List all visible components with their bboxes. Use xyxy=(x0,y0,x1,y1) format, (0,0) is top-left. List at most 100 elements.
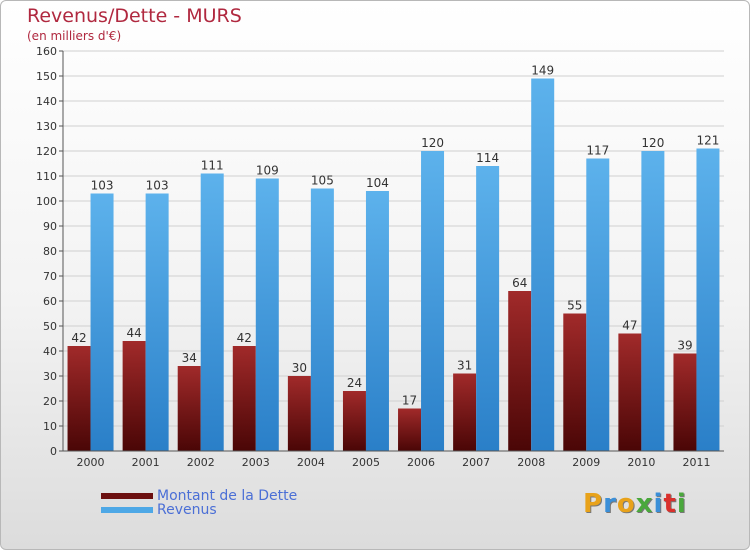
y-tick-label: 120 xyxy=(36,145,57,158)
data-label: 111 xyxy=(201,159,224,173)
data-label: 104 xyxy=(366,176,389,190)
bar-revenus xyxy=(476,166,500,451)
legend-item-dette: Montant de la Dette xyxy=(101,488,298,504)
logo-letter: i xyxy=(653,489,664,519)
bar-dette xyxy=(67,346,91,451)
data-label: 47 xyxy=(622,319,637,333)
y-tick-label: 100 xyxy=(36,195,57,208)
bar-revenus xyxy=(421,151,445,451)
y-tick-label: 150 xyxy=(36,70,57,83)
y-tick-label: 60 xyxy=(43,295,57,308)
bar-dette xyxy=(177,366,201,451)
bar-revenus xyxy=(586,158,610,451)
x-tick-label: 2009 xyxy=(572,456,600,469)
x-tick-label: 2011 xyxy=(682,456,710,469)
logo-letter: P xyxy=(583,489,604,519)
legend-label-dette: Montant de la Dette xyxy=(157,488,298,504)
chart-title: Revenus/Dette - MURS xyxy=(27,5,242,27)
bar-dette xyxy=(122,341,146,451)
data-label: 149 xyxy=(531,64,554,78)
y-tick-label: 140 xyxy=(36,95,57,108)
x-tick-label: 2005 xyxy=(352,456,380,469)
bars xyxy=(67,78,720,451)
x-tick-label: 2003 xyxy=(242,456,270,469)
data-label: 120 xyxy=(641,136,664,150)
logo-letter: t xyxy=(663,489,677,519)
bar-dette xyxy=(618,333,642,451)
y-tick-label: 70 xyxy=(43,270,57,283)
data-label: 64 xyxy=(512,276,527,290)
bar-dette xyxy=(453,373,477,451)
data-label: 30 xyxy=(292,361,307,375)
x-tick-label: 2004 xyxy=(297,456,325,469)
x-tick-label: 2006 xyxy=(407,456,435,469)
data-label: 121 xyxy=(697,134,720,148)
data-label: 42 xyxy=(237,331,252,345)
data-label: 103 xyxy=(146,179,169,193)
y-tick-label: 10 xyxy=(43,420,57,433)
bar-revenus xyxy=(696,148,720,451)
x-tick-label: 2008 xyxy=(517,456,545,469)
bar-dette xyxy=(342,391,366,451)
y-tick-label: 50 xyxy=(43,320,57,333)
y-tick-label: 90 xyxy=(43,220,57,233)
bar-revenus xyxy=(90,193,114,451)
bar-dette xyxy=(673,353,697,451)
bar-revenus xyxy=(255,178,279,451)
bar-revenus xyxy=(641,151,665,451)
y-tick-label: 110 xyxy=(36,170,57,183)
x-tick-label: 2010 xyxy=(627,456,655,469)
x-tick-label: 2001 xyxy=(132,456,160,469)
x-tick-label: 2002 xyxy=(187,456,215,469)
bar-revenus xyxy=(145,193,169,451)
data-label: 31 xyxy=(457,359,472,373)
data-label: 24 xyxy=(347,376,362,390)
data-label: 103 xyxy=(91,179,114,193)
bar-revenus xyxy=(365,191,389,451)
bar-dette xyxy=(398,408,422,451)
x-tick-label: 2000 xyxy=(77,456,105,469)
data-label: 120 xyxy=(421,136,444,150)
legend-swatch-dette xyxy=(101,493,153,499)
bar-dette xyxy=(287,376,311,451)
y-tick-label: 40 xyxy=(43,345,57,358)
bar-revenus xyxy=(531,78,555,451)
data-label: 117 xyxy=(586,144,609,158)
logo-letter: x xyxy=(635,489,654,519)
data-labels: 42 103 44 103 34 111 42 109 30 105 24 104 17 120 31 114… xyxy=(71,64,719,408)
bar-dette xyxy=(232,346,256,451)
legend-item-revenus: Revenus xyxy=(101,502,217,518)
legend-swatch-revenus xyxy=(101,507,153,513)
bar-revenus xyxy=(310,188,334,451)
data-label: 42 xyxy=(71,331,86,345)
y-tick-label: 30 xyxy=(43,370,57,383)
logo-letter: r xyxy=(603,489,617,519)
chart-subtitle: (en milliers d'€) xyxy=(27,29,122,43)
y-tick-label: 80 xyxy=(43,245,57,258)
data-label: 44 xyxy=(126,326,141,340)
data-label: 109 xyxy=(256,164,279,178)
y-tick-label: 160 xyxy=(36,45,57,58)
y-tick-label: 0 xyxy=(50,445,57,458)
proxiti-logo: Proxiti xyxy=(583,489,687,519)
bar-dette xyxy=(563,313,587,451)
y-tick-label: 20 xyxy=(43,395,57,408)
bar-dette xyxy=(508,291,532,451)
x-axis: 2000 2001 2002 2003 2004 2005 2006 2007 2008 2009… xyxy=(63,450,724,469)
grid-lines xyxy=(63,50,724,452)
data-label: 55 xyxy=(567,299,582,313)
y-tick-label: 130 xyxy=(36,120,57,133)
x-tick-label: 2007 xyxy=(462,456,490,469)
bar-revenus xyxy=(200,173,224,451)
logo-letter: i xyxy=(676,489,687,519)
data-label: 114 xyxy=(476,151,499,165)
y-axis: 0 10 20 30 40 50 60 70 80 90 100 110 120 130 140 150 160 xyxy=(36,45,64,458)
legend-label-revenus: Revenus xyxy=(157,502,217,518)
data-label: 17 xyxy=(402,394,417,408)
data-label: 39 xyxy=(677,339,692,353)
data-label: 34 xyxy=(182,351,197,365)
data-label: 105 xyxy=(311,174,334,188)
logo-letter: o xyxy=(616,489,636,519)
